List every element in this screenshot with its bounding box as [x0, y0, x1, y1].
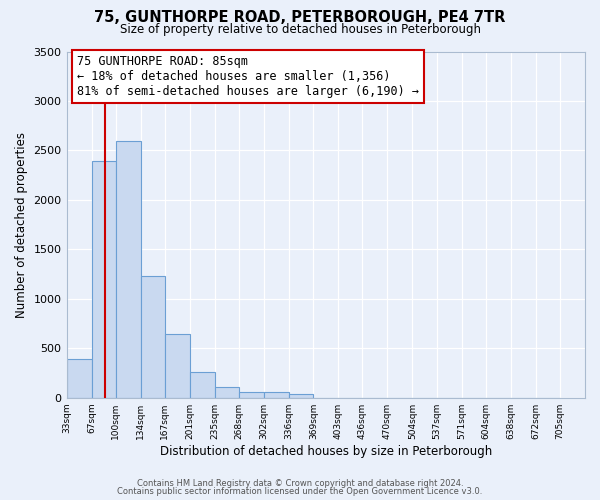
Bar [190, 372, 215, 398]
Bar [289, 394, 313, 398]
X-axis label: Distribution of detached houses by size in Peterborough: Distribution of detached houses by size … [160, 444, 492, 458]
Text: 75 GUNTHORPE ROAD: 85sqm
← 18% of detached houses are smaller (1,356)
81% of sem: 75 GUNTHORPE ROAD: 85sqm ← 18% of detach… [77, 55, 419, 98]
Text: Contains public sector information licensed under the Open Government Licence v3: Contains public sector information licen… [118, 487, 482, 496]
Text: 75, GUNTHORPE ROAD, PETERBOROUGH, PE4 7TR: 75, GUNTHORPE ROAD, PETERBOROUGH, PE4 7T… [94, 10, 506, 25]
Bar [67, 359, 92, 398]
Y-axis label: Number of detached properties: Number of detached properties [15, 132, 28, 318]
Bar [141, 276, 165, 398]
Bar [165, 334, 190, 398]
Bar [116, 140, 141, 398]
Bar [92, 162, 116, 398]
Text: Contains HM Land Registry data © Crown copyright and database right 2024.: Contains HM Land Registry data © Crown c… [137, 478, 463, 488]
Bar [264, 392, 289, 398]
Bar [239, 392, 264, 398]
Bar [215, 387, 239, 398]
Text: Size of property relative to detached houses in Peterborough: Size of property relative to detached ho… [119, 22, 481, 36]
